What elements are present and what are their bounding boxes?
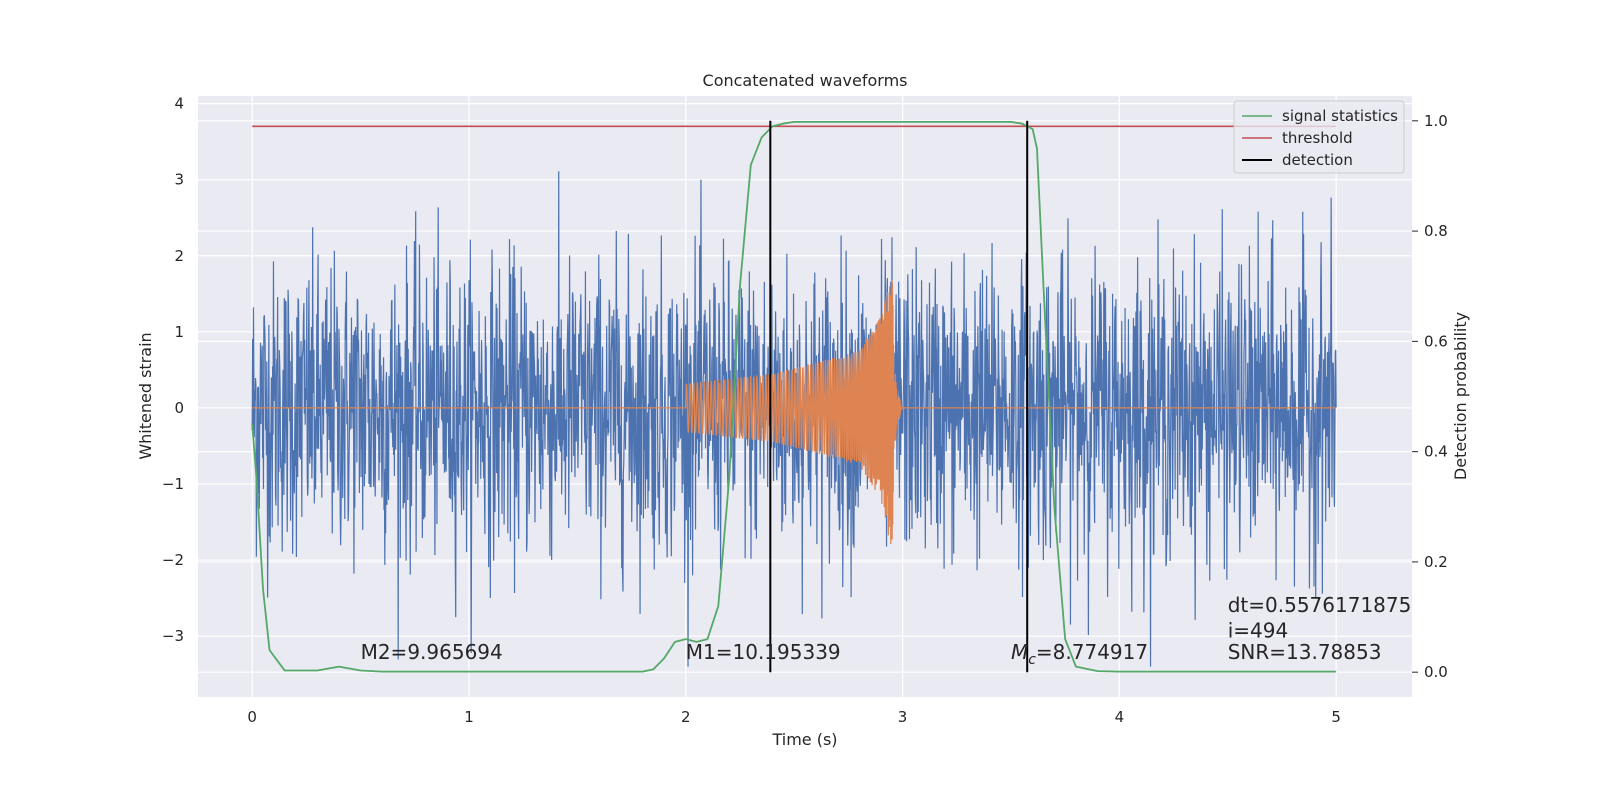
x-tick-label: 2 xyxy=(681,708,691,726)
legend-box xyxy=(1233,100,1405,174)
annotations: M2=9.965694 M1=10.195339 Mc=8.774917 dt=0.5… xyxy=(361,593,1412,668)
y-tick-label: −1 xyxy=(162,475,184,493)
legend: signal statistics threshold detection xyxy=(1233,100,1405,174)
x-tick-label: 3 xyxy=(898,708,908,726)
detection-series xyxy=(769,120,1029,673)
legend-label-detection: detection xyxy=(1282,151,1353,169)
annotation-text: i=494 xyxy=(1228,619,1289,643)
y2-tick-label: 0.4 xyxy=(1424,443,1448,461)
y-tick-label: 0 xyxy=(174,399,184,417)
signal-statistics-line xyxy=(251,121,1337,673)
y2-tick-label: 0.6 xyxy=(1424,332,1448,350)
signal-statistics-series xyxy=(251,121,1337,673)
annotation-text: Mc=8.774917 xyxy=(1011,640,1148,668)
annotation-text: M1=10.195339 xyxy=(686,640,841,664)
y-tick-label: 2 xyxy=(174,247,184,265)
y2-tick-label: 0.0 xyxy=(1424,663,1448,681)
y-tick-label: 3 xyxy=(174,171,184,189)
legend-label-signal-statistics: signal statistics xyxy=(1282,107,1398,125)
y-tick-label: 4 xyxy=(174,95,184,113)
x-tick-label: 1 xyxy=(464,708,474,726)
chirp-line xyxy=(252,279,1337,545)
x-tick-label: 5 xyxy=(1331,708,1341,726)
y2-tick-label: 0.8 xyxy=(1424,222,1448,240)
y2-axis-title: Detection probability xyxy=(1451,312,1470,480)
annotation-text: SNR=13.78853 xyxy=(1228,640,1382,664)
x-tick-label: 0 xyxy=(247,708,257,726)
y2-tick-label: 0.2 xyxy=(1424,553,1448,571)
x-axis-title: Time (s) xyxy=(771,730,837,749)
chirp-series xyxy=(252,279,1337,545)
annotation-text: M2=9.965694 xyxy=(361,640,503,664)
y-tick-label: −3 xyxy=(162,627,184,645)
chart-title: Concatenated waveforms xyxy=(703,71,908,90)
x-tick-label: 4 xyxy=(1115,708,1125,726)
legend-label-threshold: threshold xyxy=(1282,129,1353,147)
ticks: 0 1 2 3 4 5 −3 −2 −1 0 1 2 3 4 0.0 0.2 0.4 0.6 0.8 1.0 xyxy=(162,95,1448,726)
y2-tick-label: 1.0 xyxy=(1424,112,1448,130)
annotation-text: dt=0.5576171875 xyxy=(1228,593,1412,617)
y-tick-label: 1 xyxy=(174,323,184,341)
y-tick-label: −2 xyxy=(162,551,184,569)
y-axis-title: Whitened strain xyxy=(136,332,155,459)
